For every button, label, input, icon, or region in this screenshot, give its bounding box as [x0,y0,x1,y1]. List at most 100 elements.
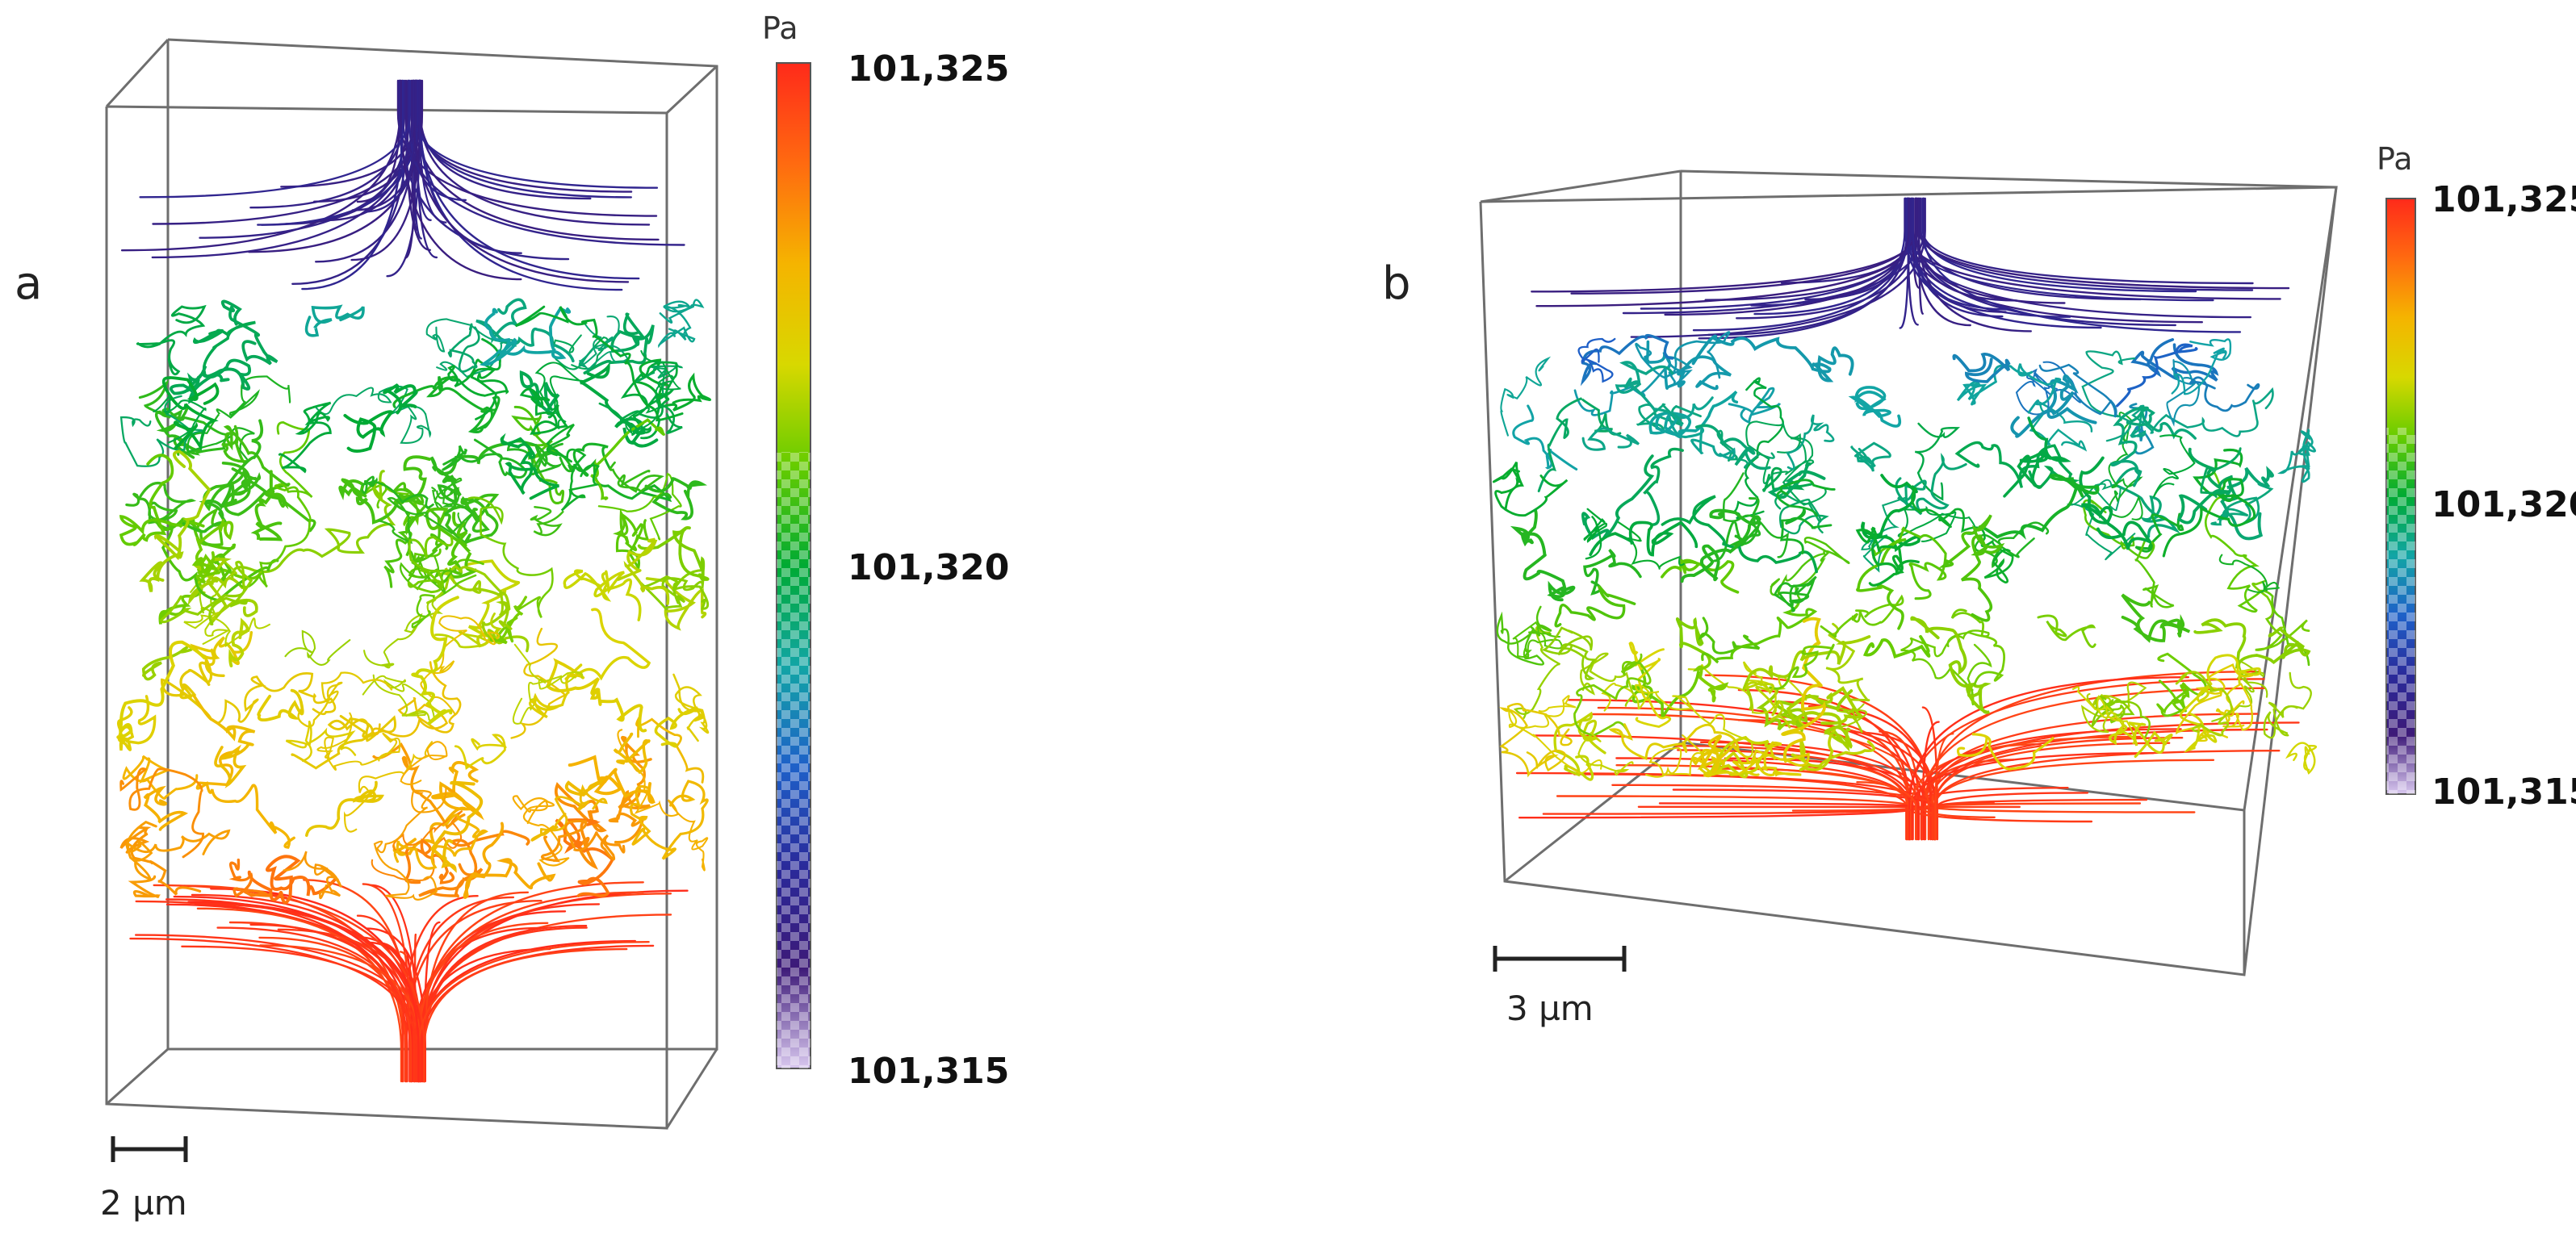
outlet-streamline [1542,805,1934,841]
pore-streamline [159,560,253,626]
pore-streamline [1848,386,1901,428]
pore-streamline [377,487,475,545]
pore-streamline [1580,333,1674,387]
pore-streamline [153,507,279,602]
pore-streamline [383,530,446,588]
inlet-streamline [1918,197,2290,290]
pore-streamline [305,780,385,837]
inlet-streamline [248,79,424,253]
pore-streamline [363,599,443,669]
pore-streamline [1952,353,2011,383]
pore-streamline [2037,614,2096,649]
pore-streamline [2171,338,2232,395]
panel-b-colorbar-unit: Pa [2377,141,2413,177]
pore-streamline [1745,420,1827,506]
pore-streamline [637,526,710,581]
pore-streamline [1855,526,1920,587]
inlet-streamline [1912,197,2004,318]
pore-streamline [2277,429,2316,483]
pore-streamline [238,421,313,588]
pore-streamline [2285,742,2318,775]
pore-streamline [454,734,507,770]
outlet-streamline [1615,764,1917,841]
outlet-streamline [1905,806,2093,841]
pore-streamline [1648,390,1739,439]
pore-streamline [125,481,197,525]
panel-a: a Pa 101,325 101,320 101,315 2 µm [15,10,1009,1223]
pore-streamline [373,786,455,901]
inlet-streamline [1914,197,1971,327]
pore-streamline [583,312,655,375]
pore-streamline [1978,474,2100,540]
pore-streamline [119,767,204,859]
panel-b-colorbar-checker [2386,428,2415,794]
pore-streamline [1745,681,1791,729]
pore-streamline [2179,654,2261,753]
panel-b: b Pa 101,325 101,320 101,315 3 µm [1382,141,2576,1028]
pore-streamline [1956,363,2062,414]
pore-streamline [447,323,480,373]
pore-streamline [2193,618,2311,669]
pore-streamline [1781,617,1826,763]
pore-streamline [338,455,432,525]
pore-streamline [2038,363,2117,418]
pore-streamline [160,654,225,721]
pore-streamline [182,419,264,533]
pore-streamline [284,629,351,666]
pore-streamline [500,433,559,500]
inlet-streamline [412,79,659,189]
pore-streamline [372,742,466,830]
outlet-streamline [403,947,413,1083]
pore-streamline [552,334,609,370]
pore-streamline [2109,406,2197,487]
pore-streamline [512,795,570,867]
pore-streamline [1823,703,1868,749]
pore-streamline [392,482,449,550]
pore-streamline [2071,686,2136,745]
pore-streamline [183,612,270,648]
pore-streamline [534,362,585,429]
pore-streamline [580,362,659,448]
inlet-streamline [1921,197,2254,285]
panel-b-scalebar: 3 µm [1493,946,1627,1028]
pore-streamline [510,627,568,739]
panel-a-streamlines [116,79,712,1083]
pore-streamline [1701,597,1818,664]
pore-streamline [434,613,502,649]
pore-streamline [447,337,509,420]
pore-streamline [515,305,684,422]
pore-streamline [654,706,699,748]
inlet-streamline [401,79,685,246]
pore-streamline [1498,703,1573,778]
pore-streamline [635,717,705,784]
inlet-streamline [1750,197,1911,307]
outlet-streamline [417,939,636,1083]
pore-streamline [1694,424,1771,470]
pore-streamline [1635,331,1731,385]
pore-streamline [2204,471,2310,667]
pore-streamline [316,712,401,771]
pore-streamline [2189,376,2260,412]
pore-streamline [1698,741,1802,777]
pore-streamline [190,630,253,687]
pore-streamline [1773,575,1817,613]
pore-streamline [1661,495,1818,574]
outlet-streamline [1933,750,2281,841]
pore-streamline [122,755,199,800]
pore-streamline [1580,652,1636,707]
pore-streamline [530,506,564,537]
pore-streamline [247,855,337,905]
outlet-streamline [249,923,408,1083]
panel-a-colorbar-min: 101,315 [848,1051,1009,1092]
pore-streamline [1680,508,1761,583]
outlet-streamline [1911,752,2155,841]
pore-streamline [489,596,528,645]
panel-a-colorbar-mid: 101,320 [848,547,1009,588]
outlet-streamline [210,888,420,1083]
pore-streamline [1492,461,1569,517]
pore-streamline [1554,584,1636,628]
pore-streamline [128,875,161,898]
pore-streamline [119,640,207,738]
pore-streamline [1862,634,1931,659]
